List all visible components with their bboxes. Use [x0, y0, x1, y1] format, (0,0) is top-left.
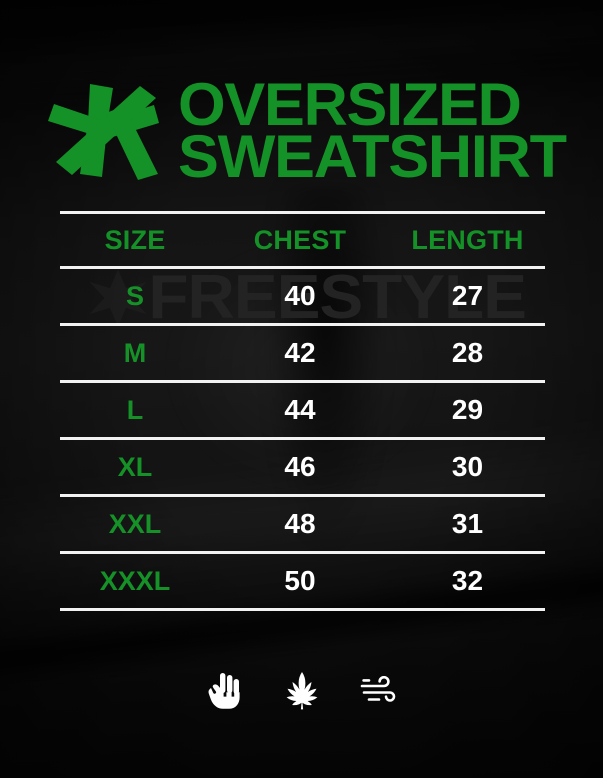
table-row: XL 46 30	[60, 440, 545, 494]
cell-size: L	[126, 394, 144, 425]
cell-length: 28	[451, 337, 484, 368]
table-header-row: SIZE CHEST LENGTH	[60, 214, 545, 266]
table-rule	[60, 551, 545, 554]
asterisk-star-logo-icon	[44, 78, 162, 184]
table-rule-top	[60, 211, 545, 214]
table-row: L 44 29	[60, 383, 545, 437]
table-rule	[60, 380, 545, 383]
cell-length: 27	[451, 280, 484, 311]
cell-size: XL	[117, 451, 153, 482]
title-line-2: SWEATSHIRT	[178, 123, 567, 190]
table-rule	[60, 323, 545, 326]
cell-length: 31	[451, 508, 484, 539]
poster-title: OVERSIZED SWEATSHIRT	[178, 75, 567, 186]
cell-chest: 48	[284, 508, 316, 539]
cell-size: XXXL	[99, 565, 171, 596]
size-table: SIZE CHEST LENGTH S 40 27 M 42 28 L 44 2…	[60, 211, 545, 611]
cell-length: 29	[451, 394, 484, 425]
table-row: XXXL 50 32	[60, 554, 545, 608]
table-rule-bottom	[60, 608, 545, 611]
cell-chest: 42	[284, 337, 316, 368]
cell-size: M	[123, 337, 147, 368]
cell-size: XXL	[108, 508, 162, 539]
cell-length: 32	[451, 565, 484, 596]
cell-size: S	[125, 280, 144, 311]
cell-chest: 44	[284, 394, 316, 425]
wind-smoke-icon	[357, 668, 403, 714]
poster-header: OVERSIZED SWEATSHIRT	[0, 75, 603, 186]
column-header-size: SIZE	[104, 224, 166, 255]
cell-chest: 40	[284, 280, 316, 311]
table-rule	[60, 494, 545, 497]
cell-length: 30	[451, 451, 484, 482]
column-header-length: LENGTH	[411, 224, 524, 255]
cannabis-leaf-icon	[279, 668, 325, 714]
footer-icon-row	[0, 668, 603, 714]
table-row: S 40 27	[60, 269, 545, 323]
table-rule	[60, 437, 545, 440]
cell-chest: 46	[284, 451, 316, 482]
table-rule-header	[60, 266, 545, 269]
cell-chest: 50	[284, 565, 316, 596]
title-line-1: OVERSIZED	[178, 71, 522, 139]
rock-on-hand-icon	[201, 668, 247, 714]
column-header-chest: CHEST	[253, 224, 347, 255]
table-row: M 42 28	[60, 326, 545, 380]
table-row: XXL 48 31	[60, 497, 545, 551]
